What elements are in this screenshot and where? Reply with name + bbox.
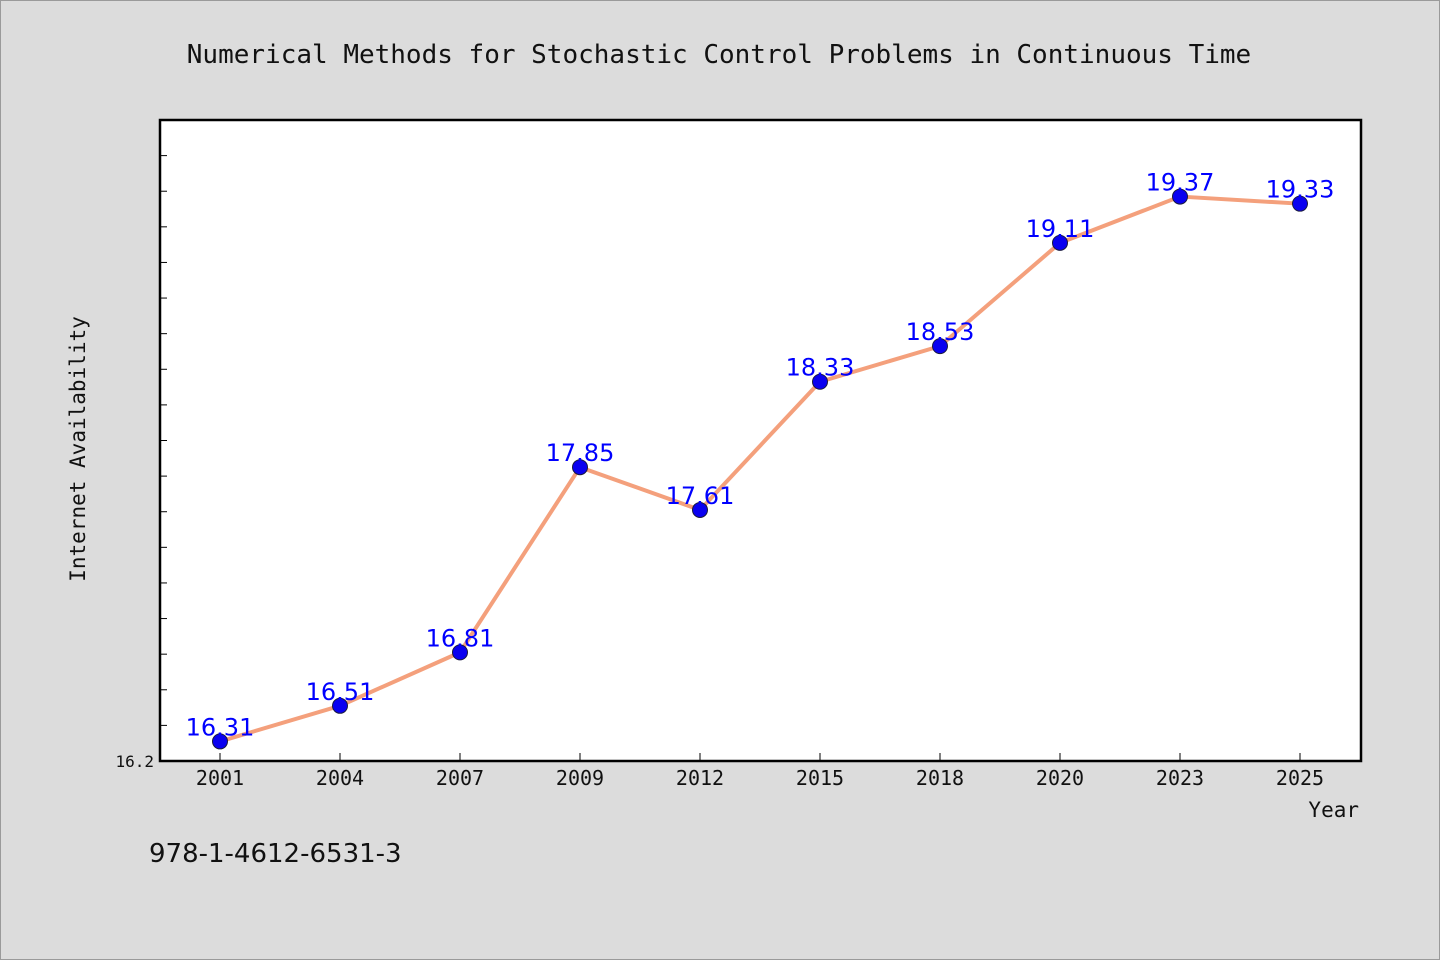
- x-tick-label: 2004: [316, 766, 364, 790]
- x-tick-label: 2023: [1156, 766, 1204, 790]
- data-label: 16.51: [306, 678, 375, 706]
- x-axis-ticks: 2001 2004 2007 2009 2012 2015 2018 2020 2023 2025: [196, 753, 1324, 790]
- data-point: [452, 644, 468, 661]
- data-point: [932, 338, 948, 355]
- data-point: [572, 459, 588, 476]
- x-tick-label: 2020: [1036, 766, 1084, 790]
- data-label: 19.33: [1266, 176, 1335, 204]
- data-point: [212, 733, 228, 750]
- data-label: 19.37: [1146, 169, 1215, 197]
- plot-area: [158, 118, 1363, 763]
- y-axis-ticks: 16.2: [115, 119, 167, 771]
- data-label: 19.11: [1026, 215, 1095, 243]
- data-point: [1052, 234, 1068, 251]
- y-tick-label: 16.2: [115, 752, 154, 771]
- data-point: [1292, 195, 1308, 212]
- x-tick-label: 2018: [916, 766, 964, 790]
- x-tick-label: 2012: [676, 766, 724, 790]
- data-label: 18.33: [786, 354, 855, 382]
- data-label: 18.53: [906, 318, 975, 346]
- x-tick-label: 2001: [196, 766, 244, 790]
- data-point: [692, 501, 708, 518]
- x-tick-label: 2025: [1276, 766, 1324, 790]
- data-label: 16.81: [426, 624, 495, 652]
- data-label: 17.85: [546, 439, 615, 467]
- series-line: [218, 194, 1302, 744]
- data-point: [1172, 188, 1188, 205]
- y-axis-label: Internet Availability: [66, 316, 90, 582]
- chart-title: Numerical Methods for Stochastic Control…: [187, 40, 1251, 70]
- x-axis-label: Year: [1308, 798, 1359, 822]
- series-layer: 16.31 16.51 16.81 17.85 17.61 18.33 18.53 19.11…: [186, 169, 1335, 750]
- data-point: [812, 373, 828, 390]
- data-label: 16.31: [186, 713, 255, 741]
- x-tick-label: 2015: [796, 766, 844, 790]
- data-label: 17.61: [666, 482, 735, 510]
- isbn-footer: 978-1-4612-6531-3: [149, 839, 402, 869]
- x-tick-label: 2007: [436, 766, 484, 790]
- x-tick-label: 2009: [556, 766, 604, 790]
- data-point: [332, 697, 348, 714]
